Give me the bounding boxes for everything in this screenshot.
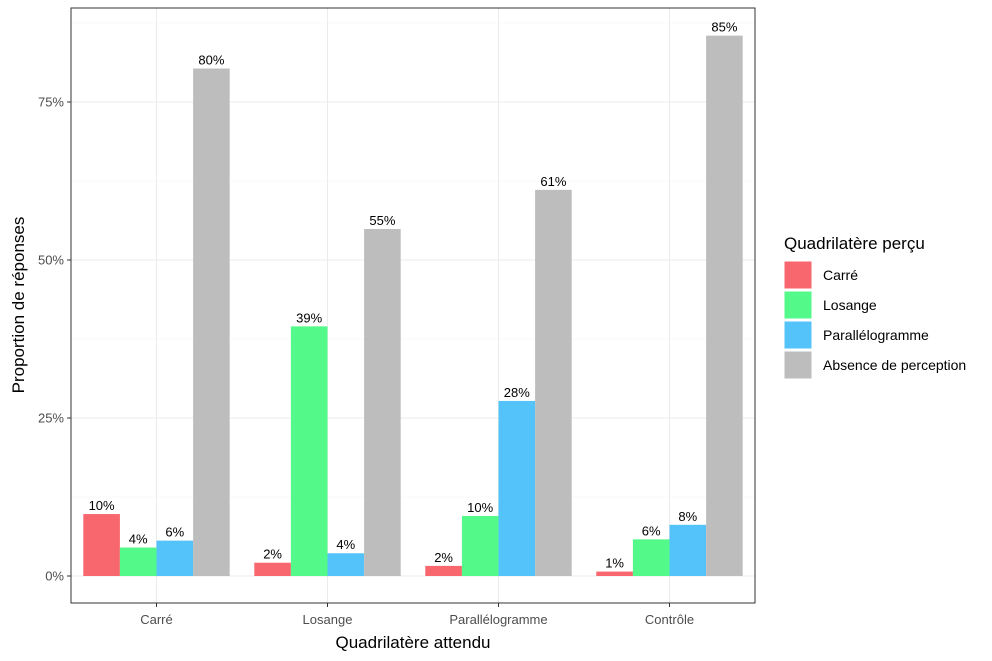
x-axis-title: Quadrilatère attendu bbox=[336, 633, 491, 652]
bar bbox=[327, 553, 365, 576]
legend: Quadrilatère perçu Carré Losange Parallélo… bbox=[783, 234, 966, 380]
bar-value-labels: 10% 4% 6% 80% 2% 39% 4% 55% 2% 10% 28% 61% 1% 6% 8% 85% bbox=[89, 20, 738, 571]
bar-value-label: 80% bbox=[198, 53, 224, 68]
bar bbox=[669, 524, 707, 576]
x-tick-label: Parallélogramme bbox=[449, 612, 547, 627]
bar bbox=[425, 565, 462, 576]
y-tick-label: 75% bbox=[38, 95, 64, 110]
legend-key bbox=[783, 260, 813, 290]
legend-label: Parallélogramme bbox=[823, 327, 929, 343]
bar bbox=[254, 562, 291, 576]
bar-value-label: 55% bbox=[369, 213, 395, 228]
bar-value-label: 1% bbox=[605, 556, 624, 571]
grid-lines bbox=[71, 8, 755, 603]
bar-value-label: 61% bbox=[540, 174, 566, 189]
bar-value-label: 4% bbox=[336, 537, 355, 552]
x-tick-label: Contrôle bbox=[645, 612, 694, 627]
bar-value-label: 85% bbox=[711, 20, 737, 35]
bar bbox=[632, 539, 670, 576]
bar bbox=[596, 571, 633, 576]
bar-value-label: 10% bbox=[467, 500, 493, 515]
bar bbox=[364, 229, 401, 577]
y-tick-label: 25% bbox=[38, 411, 64, 426]
bar-value-label: 2% bbox=[263, 547, 282, 562]
bar-value-label: 2% bbox=[434, 550, 453, 565]
bar bbox=[290, 326, 328, 576]
legend-label: Losange bbox=[823, 297, 877, 313]
legend-key bbox=[783, 350, 813, 380]
bars bbox=[83, 35, 743, 577]
x-tick-label: Losange bbox=[303, 612, 353, 627]
x-axis: Carré Losange Parallélogramme Contrôle bbox=[140, 603, 694, 627]
bar bbox=[461, 515, 499, 576]
bar bbox=[535, 189, 572, 576]
bar bbox=[193, 68, 230, 576]
legend-label: Absence de perception bbox=[823, 357, 966, 373]
y-axis: 0% 25% 50% 75% bbox=[38, 95, 71, 584]
bar bbox=[119, 547, 157, 576]
y-axis-title: Proportion de réponses bbox=[9, 217, 28, 394]
bar bbox=[156, 540, 194, 576]
legend-key bbox=[783, 320, 813, 350]
legend-title: Quadrilatère perçu bbox=[784, 234, 925, 253]
bar bbox=[83, 514, 120, 576]
bar-value-label: 6% bbox=[165, 525, 184, 540]
bar-value-label: 39% bbox=[296, 310, 322, 325]
legend-key bbox=[783, 290, 813, 320]
legend-label: Carré bbox=[823, 267, 858, 283]
bar bbox=[706, 35, 743, 576]
y-tick-label: 50% bbox=[38, 253, 64, 268]
x-tick-label: Carré bbox=[140, 612, 173, 627]
bar-value-label: 4% bbox=[129, 532, 148, 547]
bar-value-label: 8% bbox=[678, 509, 697, 524]
bar-value-label: 6% bbox=[642, 523, 661, 538]
bar-value-label: 28% bbox=[504, 385, 530, 400]
y-tick-label: 0% bbox=[45, 569, 64, 584]
bar-value-label: 10% bbox=[89, 498, 115, 513]
plot-panel-border bbox=[70, 7, 756, 604]
bar bbox=[498, 400, 536, 576]
